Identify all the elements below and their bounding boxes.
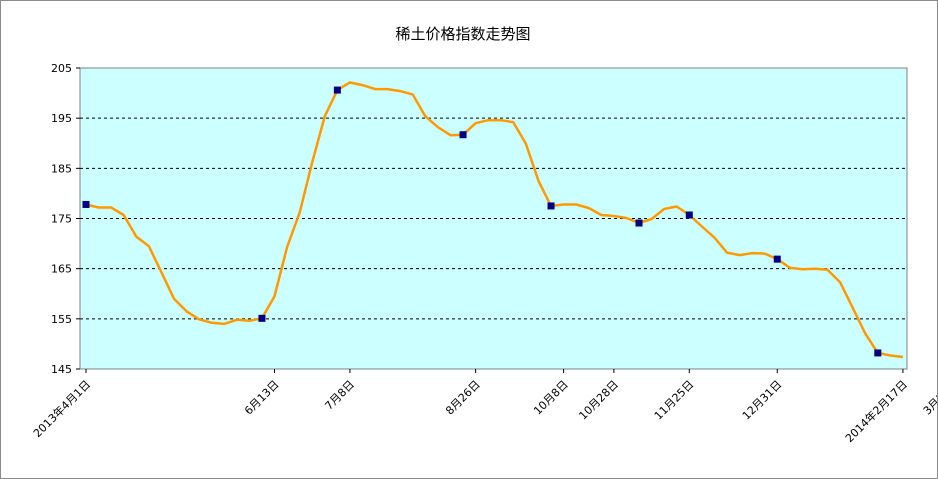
series-marker [258,314,266,322]
x-tick-label: 2013年4月1日 [30,377,93,440]
series-marker [547,202,555,210]
y-tick-label: 195 [51,112,72,125]
x-tick-label: 3月10日 [921,378,937,418]
y-axis: 145 155 165 175 185 195 205 [51,62,80,376]
x-tick-label: 2014年2月17日 [842,377,910,445]
series-line [85,81,904,359]
y-tick-label: 155 [51,313,72,326]
series-marker [82,200,90,208]
series-marker [685,211,693,219]
series-layer [82,81,904,359]
series-marker [459,131,467,139]
series-marker [333,86,341,94]
chart-title: 稀土价格指数走势图 [395,25,530,43]
series-marker [773,255,781,263]
x-tick-label: 6月13日 [242,378,282,418]
x-axis: 2013年4月1日 6月13日 7月8日 8月26日 10月8日 10月28日 11月25日… [30,369,937,445]
y-tick-label: 145 [51,363,72,376]
y-tick-label: 205 [51,62,72,75]
x-tick-label: 11月25日 [652,378,697,423]
plot-area [79,67,908,370]
series-marker [635,219,643,227]
x-tick-label: 12月31日 [740,378,785,423]
series-marker [874,349,882,357]
x-tick-label: 10月28日 [576,378,621,423]
x-tick-label: 10月8日 [531,378,571,418]
y-tick-label: 165 [51,263,72,276]
x-tick-label: 8月26日 [443,378,483,418]
x-tick-label: 7月8日 [322,378,357,413]
y-tick-label: 185 [51,162,72,175]
y-tick-label: 175 [51,213,72,226]
